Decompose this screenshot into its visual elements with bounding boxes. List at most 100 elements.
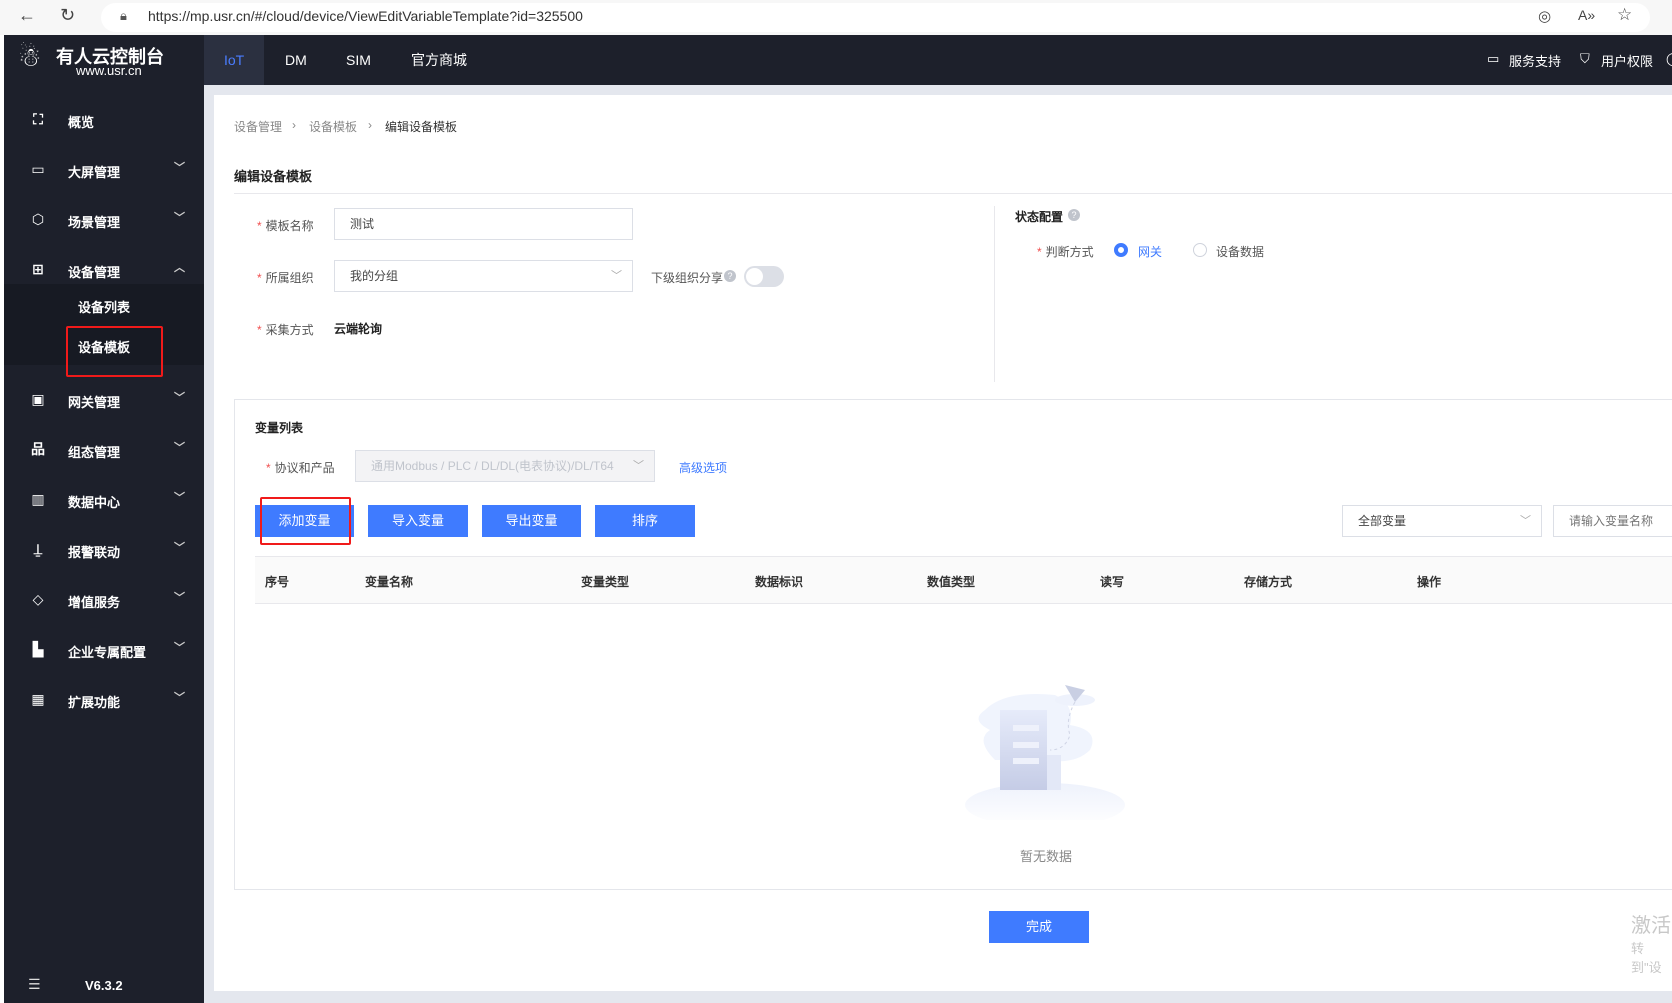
sidebar-item-label: 网关管理: [68, 395, 121, 410]
column-header: 数值类型: [927, 575, 976, 589]
page-title: 编辑设备模板: [234, 169, 313, 184]
device-icon: ⊞: [32, 261, 44, 277]
shield-icon[interactable]: ⛉: [1580, 51, 1590, 66]
sort-button[interactable]: 排序: [595, 505, 695, 537]
radio-device-data[interactable]: [1193, 243, 1207, 257]
variable-search-input[interactable]: [1553, 505, 1672, 537]
scan-icon: ⛶: [33, 111, 43, 127]
permissions-link[interactable]: 用户权限: [1601, 54, 1654, 69]
hierarchy-icon: 品: [31, 441, 45, 457]
sidebar-item[interactable]: ⊞ 设备管理 ︿: [4, 250, 204, 290]
read-aloud-icon[interactable]: A»: [1578, 7, 1596, 23]
chevron-up-icon: ︿: [174, 262, 185, 274]
bar-chart-icon: ▥: [31, 491, 45, 507]
radio-gateway[interactable]: [1114, 243, 1128, 257]
user-icon[interactable]: ◯: [1666, 51, 1672, 67]
variable-panel: [234, 399, 1672, 890]
highlight-box: [66, 326, 163, 377]
diamond-icon: ◇: [32, 591, 44, 607]
building-icon: ▙: [32, 641, 44, 657]
sidebar-item-label: 报警联动: [68, 545, 121, 560]
main-panel: [214, 95, 1672, 991]
sidebar: [4, 85, 204, 1003]
collapse-menu-icon[interactable]: ☰: [28, 976, 41, 992]
column-header: 数据标识: [755, 575, 804, 589]
status-title: 状态配置: [1015, 210, 1064, 224]
variable-filter-select[interactable]: 全部变量 ﹀: [1342, 505, 1542, 537]
radio-device-data-label[interactable]: 设备数据: [1216, 245, 1265, 259]
sidebar-item[interactable]: ▣ 网关管理 ﹀: [4, 380, 204, 420]
empty-text: 暂无数据: [1020, 849, 1073, 864]
sidebar-item-label: 设备管理: [68, 265, 121, 280]
variable-list-title: 变量列表: [255, 421, 304, 435]
tab-iot[interactable]: IoT: [204, 35, 265, 85]
address-bar[interactable]: [101, 3, 1650, 32]
chevron-down-icon: ﹀: [611, 270, 622, 282]
sidebar-item[interactable]: ⬡ 场景管理 ﹀: [4, 200, 204, 240]
table-header: [255, 556, 1672, 604]
column-header: 变量类型: [581, 575, 630, 589]
sidebar-item-label: 企业专属配置: [68, 645, 147, 660]
collect-label: * 采集方式: [257, 323, 314, 337]
sidebar-item[interactable]: ▥ 数据中心 ﹀: [4, 480, 204, 520]
advanced-options-link[interactable]: 高级选项: [679, 461, 728, 475]
sidebar-item-label: 组态管理: [68, 445, 121, 460]
import-variable-button[interactable]: 导入变量: [368, 505, 468, 537]
sidebar-item[interactable]: ▙ 企业专属配置 ﹀: [4, 630, 204, 670]
sidebar-item-label: 扩展功能: [68, 695, 121, 710]
chevron-down-icon: ﹀: [1520, 515, 1531, 527]
breadcrumb-device-mgmt[interactable]: 设备管理: [234, 120, 283, 134]
breadcrumb-device-template[interactable]: 设备模板: [309, 120, 358, 134]
favorite-star-icon[interactable]: ☆: [1617, 5, 1633, 24]
sidebar-item[interactable]: 品 组态管理 ﹀: [4, 430, 204, 470]
sidebar-subitem-device-template[interactable]: 设备模板: [78, 340, 131, 355]
chevron-down-icon: ﹀: [174, 592, 185, 604]
protocol-select[interactable]: 通用Modbus / PLC / DL/DL(电表协议)/DL/T64 ﹀: [355, 450, 655, 482]
chevron-down-icon: ﹀: [174, 392, 185, 404]
export-variable-button[interactable]: 导出变量: [482, 505, 581, 537]
location-icon[interactable]: ◎: [1538, 8, 1552, 25]
finish-button[interactable]: 完成: [989, 911, 1089, 943]
chevron-down-icon: ﹀: [174, 692, 185, 704]
column-header: 存储方式: [1244, 575, 1293, 589]
sidebar-item[interactable]: ◇ 增值服务 ﹀: [4, 580, 204, 620]
chevron-down-icon: ﹀: [174, 442, 185, 454]
sidebar-item[interactable]: ⍊ 报警联动 ﹀: [4, 530, 204, 570]
help-icon[interactable]: ?: [1068, 209, 1080, 221]
submenu: [4, 284, 204, 365]
column-header: 变量名称: [365, 575, 414, 589]
back-icon[interactable]: ←: [18, 5, 36, 25]
reload-icon[interactable]: ↻: [60, 5, 76, 25]
chevron-down-icon: ﹀: [174, 642, 185, 654]
monitor-icon: ▭: [31, 161, 45, 177]
radio-gateway-label[interactable]: 网关: [1138, 245, 1163, 259]
cube-icon: ⬡: [31, 211, 45, 227]
tab-sim[interactable]: SIM: [346, 52, 371, 68]
tab-store[interactable]: 官方商城: [411, 52, 467, 68]
version: V6.3.2: [85, 978, 123, 993]
org-label: * 所属组织: [257, 271, 314, 285]
template-name-input[interactable]: 测试: [334, 208, 633, 240]
org-select[interactable]: 我的分组 ﹀: [334, 260, 633, 292]
add-variable-button[interactable]: 添加变量: [255, 505, 354, 537]
chat-icon[interactable]: ▭: [1487, 51, 1500, 66]
top-nav: [4, 35, 1672, 85]
template-name-label: * 模板名称: [257, 219, 314, 233]
collect-value: 云端轮询: [334, 322, 383, 336]
watermark-line1: 激活: [1631, 915, 1671, 937]
column-header: 读写: [1100, 575, 1125, 589]
url-text[interactable]: https://mp.usr.cn/#/cloud/device/ViewEdi…: [148, 8, 583, 24]
protocol-label: * 协议和产品: [266, 461, 335, 475]
chevron-down-icon: ﹀: [174, 162, 185, 174]
support-link[interactable]: 服务支持: [1509, 54, 1562, 69]
share-toggle[interactable]: [744, 266, 784, 287]
sidebar-item[interactable]: ▭ 大屏管理 ﹀: [4, 150, 204, 190]
column-header: 序号: [265, 575, 290, 589]
sidebar-item[interactable]: ⛶ 概览: [4, 100, 204, 140]
sidebar-item[interactable]: ▦ 扩展功能 ﹀: [4, 680, 204, 720]
help-icon[interactable]: ?: [724, 270, 736, 282]
lock-icon[interactable]: 🔒︎: [120, 8, 127, 23]
tab-dm[interactable]: DM: [285, 52, 307, 68]
sidebar-subitem-device-list[interactable]: 设备列表: [78, 300, 131, 315]
judge-label: * 判断方式: [1037, 245, 1094, 259]
